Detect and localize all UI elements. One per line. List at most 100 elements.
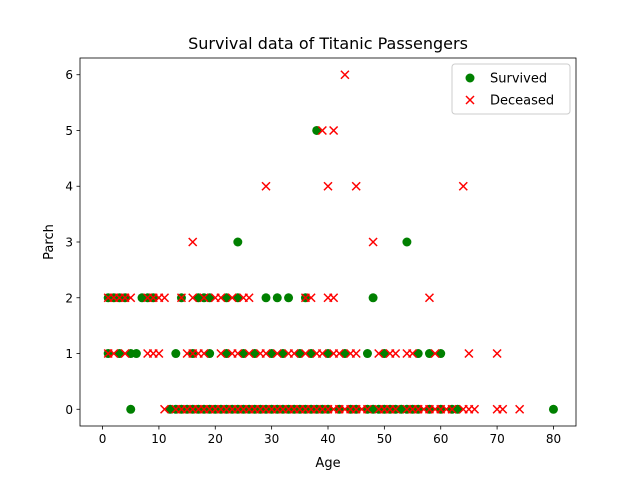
y-tick-label: 4 bbox=[65, 180, 73, 194]
deceased-point bbox=[300, 348, 310, 359]
legend-marker-survived bbox=[465, 73, 475, 83]
x-tick-label: 20 bbox=[208, 432, 223, 446]
survived-point bbox=[548, 404, 558, 414]
y-tick-label: 2 bbox=[65, 291, 73, 305]
survived-point bbox=[368, 293, 378, 303]
x-tick-label: 10 bbox=[151, 432, 166, 446]
deceased-point bbox=[188, 237, 198, 247]
deceased-point bbox=[244, 293, 254, 303]
deceased-point bbox=[109, 348, 119, 359]
deceased-point bbox=[329, 293, 339, 303]
survived-point bbox=[131, 349, 141, 359]
survived-point bbox=[402, 237, 412, 247]
survived-point bbox=[250, 349, 260, 359]
survived-point bbox=[114, 349, 124, 359]
y-tick-label: 6 bbox=[65, 68, 73, 82]
deceased-point bbox=[408, 348, 418, 359]
deceased-point bbox=[329, 125, 339, 136]
deceased-point bbox=[351, 181, 361, 191]
deceased-point bbox=[160, 293, 170, 303]
deceased-point bbox=[498, 404, 508, 414]
deceased-point bbox=[306, 293, 316, 303]
deceased-point bbox=[317, 348, 327, 359]
legend-label-survived: Survived bbox=[490, 72, 547, 87]
survived-point bbox=[233, 293, 243, 303]
survived-point bbox=[284, 293, 294, 303]
deceased-point bbox=[261, 348, 271, 359]
x-axis-ticks: 0 10 20 30 40 50 60 70 80 bbox=[99, 426, 561, 446]
deceased-point bbox=[154, 348, 164, 359]
deceased-point bbox=[176, 293, 186, 303]
survived-point bbox=[413, 349, 423, 359]
x-tick-label: 50 bbox=[377, 432, 392, 446]
deceased-point bbox=[515, 404, 525, 414]
x-tick-label: 70 bbox=[489, 432, 504, 446]
deceased-point bbox=[447, 404, 457, 414]
survived-point bbox=[312, 125, 322, 135]
y-tick-label: 3 bbox=[65, 236, 73, 250]
chart-title: Survival data of Titanic Passengers bbox=[188, 34, 468, 53]
survived-point bbox=[126, 404, 136, 414]
deceased-point bbox=[391, 348, 401, 359]
survived-point bbox=[379, 349, 389, 359]
deceased-point bbox=[317, 125, 327, 136]
deceased-point bbox=[126, 293, 136, 303]
survived-point bbox=[261, 293, 271, 303]
deceased-point bbox=[272, 348, 282, 359]
deceased-point bbox=[368, 237, 378, 247]
legend-box bbox=[451, 63, 571, 115]
survived-point bbox=[222, 293, 232, 303]
x-tick-label: 80 bbox=[546, 432, 561, 446]
survived-point bbox=[323, 349, 333, 359]
deceased-point bbox=[227, 293, 237, 303]
x-tick-label: 0 bbox=[99, 432, 107, 446]
deceased-point bbox=[492, 348, 502, 359]
series-survived bbox=[103, 125, 558, 414]
survived-point bbox=[453, 404, 463, 414]
deceased-point bbox=[261, 181, 271, 191]
deceased-point bbox=[233, 348, 243, 359]
series-deceased bbox=[103, 70, 525, 414]
x-tick-label: 40 bbox=[320, 432, 335, 446]
y-tick-label: 0 bbox=[65, 403, 73, 417]
deceased-point bbox=[323, 181, 333, 191]
deceased-point bbox=[340, 70, 350, 80]
survived-point bbox=[205, 349, 215, 359]
deceased-point bbox=[199, 348, 209, 359]
deceased-point bbox=[424, 293, 434, 303]
deceased-point bbox=[374, 348, 384, 359]
survived-point bbox=[272, 293, 282, 303]
survived-point bbox=[222, 349, 232, 359]
survived-point bbox=[295, 349, 305, 359]
legend-marker-deceased bbox=[465, 95, 475, 105]
legend-label-deceased: Deceased bbox=[490, 94, 554, 109]
survived-point bbox=[238, 349, 248, 359]
deceased-point bbox=[244, 348, 254, 359]
legend: Survived Deceased bbox=[451, 63, 571, 115]
deceased-point bbox=[351, 348, 361, 359]
survived-point bbox=[267, 349, 277, 359]
deceased-point bbox=[334, 348, 344, 359]
data-points bbox=[103, 70, 558, 414]
deceased-point bbox=[199, 293, 209, 303]
survived-point bbox=[436, 349, 446, 359]
deceased-point bbox=[391, 404, 401, 414]
survived-point bbox=[424, 349, 434, 359]
x-tick-label: 30 bbox=[264, 432, 279, 446]
deceased-point bbox=[362, 404, 372, 414]
survived-point bbox=[278, 349, 288, 359]
deceased-point bbox=[289, 348, 299, 359]
survived-point bbox=[306, 349, 316, 359]
survived-point bbox=[340, 349, 350, 359]
deceased-point bbox=[458, 181, 468, 191]
deceased-point bbox=[470, 404, 480, 414]
survived-point bbox=[171, 349, 181, 359]
deceased-point bbox=[216, 348, 226, 359]
deceased-point bbox=[120, 348, 130, 359]
deceased-point bbox=[160, 404, 170, 414]
y-axis-label: Parch bbox=[42, 224, 57, 260]
deceased-point bbox=[464, 348, 474, 359]
survived-point bbox=[362, 349, 372, 359]
y-axis-ticks: 0 1 2 3 4 5 6 bbox=[65, 68, 80, 417]
